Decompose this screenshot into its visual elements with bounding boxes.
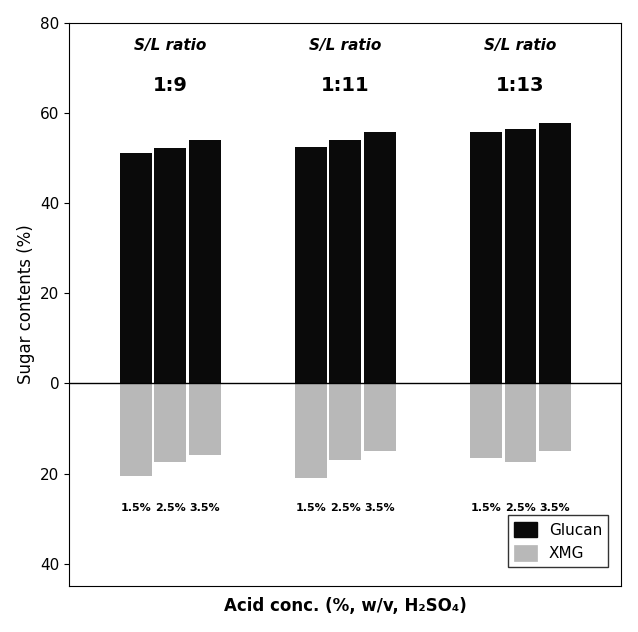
Text: 1.5%: 1.5% [295, 503, 326, 513]
Text: 2.5%: 2.5% [505, 503, 536, 513]
Text: 3.5%: 3.5% [189, 503, 220, 513]
Bar [505, 384, 537, 462]
Bar [470, 132, 502, 384]
Text: 2.5%: 2.5% [155, 503, 186, 513]
Text: S/L ratio: S/L ratio [134, 38, 206, 52]
Bar [364, 131, 396, 384]
Bar [295, 147, 327, 384]
Bar [120, 154, 152, 384]
Bar [154, 384, 186, 462]
Text: 1.5%: 1.5% [121, 503, 151, 513]
Bar [189, 384, 221, 456]
Bar [470, 384, 502, 458]
Bar [154, 148, 186, 384]
Text: 2.5%: 2.5% [330, 503, 360, 513]
Legend: Glucan, XMG: Glucan, XMG [508, 516, 608, 568]
Bar [539, 384, 571, 451]
Text: 1.5%: 1.5% [471, 503, 501, 513]
Text: 1:9: 1:9 [152, 76, 188, 95]
Bar [329, 140, 361, 384]
Text: S/L ratio: S/L ratio [309, 38, 382, 52]
Bar [539, 123, 571, 384]
Text: 1:11: 1:11 [321, 76, 369, 95]
Text: 3.5%: 3.5% [540, 503, 570, 513]
Y-axis label: Sugar contents (%): Sugar contents (%) [17, 224, 34, 384]
Bar [120, 384, 152, 476]
Bar [364, 384, 396, 451]
Bar [295, 384, 327, 478]
Bar [329, 384, 361, 460]
X-axis label: Acid conc. (%, w/v, H₂SO₄): Acid conc. (%, w/v, H₂SO₄) [224, 597, 467, 616]
Bar [189, 140, 221, 384]
Text: 3.5%: 3.5% [364, 503, 395, 513]
Text: 1:13: 1:13 [496, 76, 545, 95]
Text: S/L ratio: S/L ratio [484, 38, 557, 52]
Bar [505, 129, 537, 384]
